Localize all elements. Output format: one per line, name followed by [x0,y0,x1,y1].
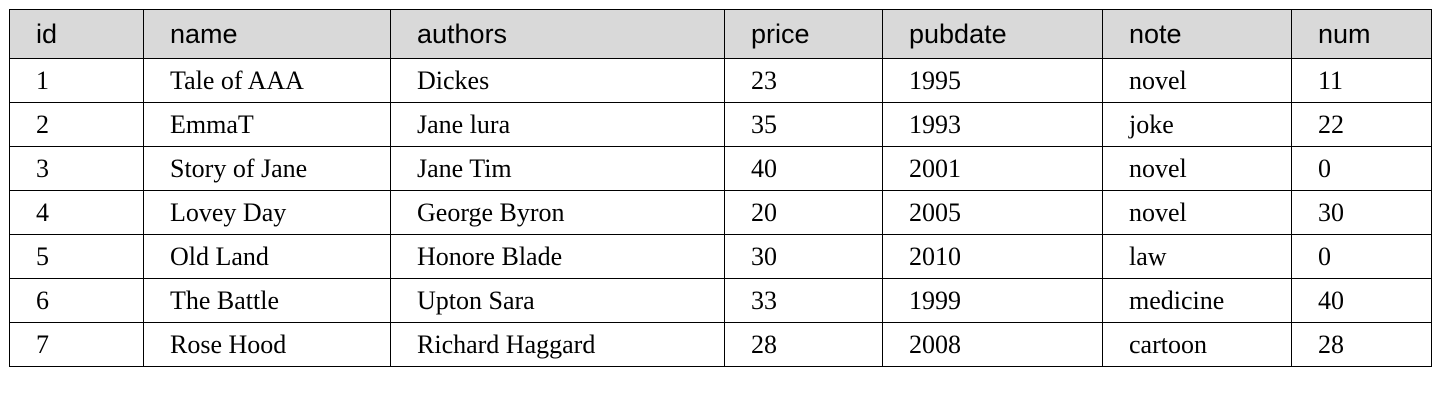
cell-num: 11 [1291,58,1432,103]
cell-note: cartoon [1102,322,1292,367]
cell-note: novel [1102,190,1292,235]
column-header-pubdate: pubdate [882,9,1103,59]
cell-pubdate: 1995 [882,58,1103,103]
cell-note: joke [1102,102,1292,147]
cell-name: The Battle [143,278,391,323]
table-row: 2 EmmaT Jane lura 35 1993 joke 22 [9,102,1432,147]
cell-price: 33 [724,278,883,323]
cell-name: Lovey Day [143,190,391,235]
cell-id: 7 [9,322,144,367]
header-row: id name authors price pubdate note num [9,9,1432,59]
cell-authors: Jane Tim [390,146,725,191]
cell-authors: Dickes [390,58,725,103]
cell-price: 40 [724,146,883,191]
cell-price: 23 [724,58,883,103]
cell-num: 0 [1291,146,1432,191]
cell-id: 3 [9,146,144,191]
cell-num: 40 [1291,278,1432,323]
cell-pubdate: 2001 [882,146,1103,191]
cell-pubdate: 1993 [882,102,1103,147]
cell-price: 35 [724,102,883,147]
column-header-name: name [143,9,391,59]
table-row: 4 Lovey Day George Byron 20 2005 novel 3… [9,190,1432,235]
column-header-num: num [1291,9,1432,59]
cell-note: novel [1102,146,1292,191]
cell-price: 28 [724,322,883,367]
cell-pubdate: 2005 [882,190,1103,235]
cell-pubdate: 2008 [882,322,1103,367]
cell-name: EmmaT [143,102,391,147]
cell-price: 20 [724,190,883,235]
cell-authors: George Byron [390,190,725,235]
cell-pubdate: 1999 [882,278,1103,323]
table-row: 5 Old Land Honore Blade 30 2010 law 0 [9,234,1432,279]
table-row: 1 Tale of AAA Dickes 23 1995 novel 11 [9,58,1432,103]
cell-num: 0 [1291,234,1432,279]
cell-price: 30 [724,234,883,279]
table-row: 7 Rose Hood Richard Haggard 28 2008 cart… [9,322,1432,367]
cell-name: Old Land [143,234,391,279]
column-header-price: price [724,9,883,59]
cell-id: 2 [9,102,144,147]
cell-authors: Upton Sara [390,278,725,323]
column-header-authors: authors [390,9,725,59]
cell-num: 28 [1291,322,1432,367]
cell-authors: Honore Blade [390,234,725,279]
column-header-id: id [9,9,144,59]
cell-id: 6 [9,278,144,323]
cell-num: 30 [1291,190,1432,235]
column-header-note: note [1102,9,1292,59]
cell-pubdate: 2010 [882,234,1103,279]
cell-authors: Richard Haggard [390,322,725,367]
books-table: id name authors price pubdate note num 1… [9,9,1432,367]
cell-name: Story of Jane [143,146,391,191]
cell-name: Tale of AAA [143,58,391,103]
cell-note: novel [1102,58,1292,103]
table-row: 6 The Battle Upton Sara 33 1999 medicine… [9,278,1432,323]
cell-id: 4 [9,190,144,235]
cell-id: 5 [9,234,144,279]
cell-name: Rose Hood [143,322,391,367]
cell-id: 1 [9,58,144,103]
table-row: 3 Story of Jane Jane Tim 40 2001 novel 0 [9,146,1432,191]
cell-authors: Jane lura [390,102,725,147]
cell-note: law [1102,234,1292,279]
cell-note: medicine [1102,278,1292,323]
cell-num: 22 [1291,102,1432,147]
